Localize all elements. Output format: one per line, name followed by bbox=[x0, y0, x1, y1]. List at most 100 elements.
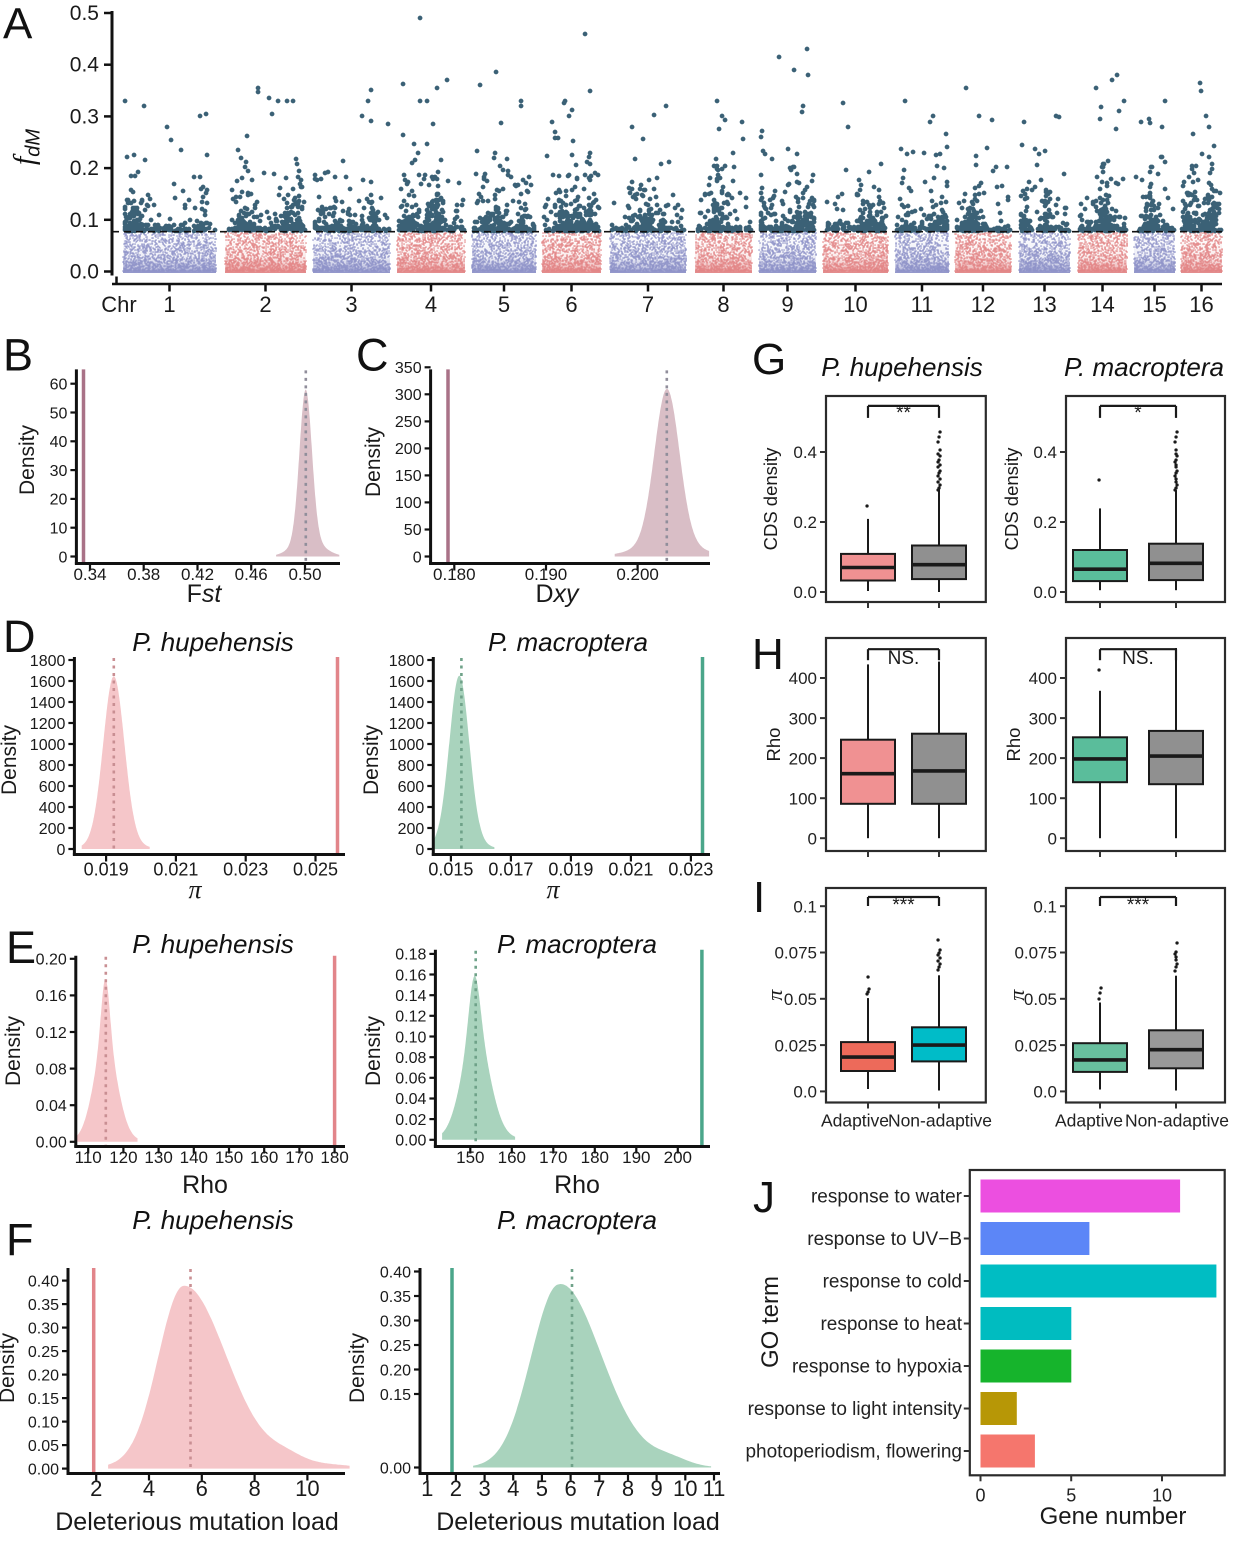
svg-text:Density: Density bbox=[362, 426, 385, 497]
svg-text:B: B bbox=[3, 330, 33, 381]
svg-text:4: 4 bbox=[425, 292, 437, 317]
svg-text:400: 400 bbox=[1029, 669, 1057, 688]
svg-text:5: 5 bbox=[536, 1476, 548, 1501]
svg-text:800: 800 bbox=[398, 758, 425, 775]
svg-text:1: 1 bbox=[421, 1476, 433, 1501]
svg-text:Fst: Fst bbox=[187, 580, 223, 608]
svg-text:2: 2 bbox=[90, 1476, 102, 1501]
svg-text:0.019: 0.019 bbox=[84, 860, 129, 880]
svg-text:4: 4 bbox=[143, 1476, 155, 1501]
svg-text:0.14: 0.14 bbox=[395, 988, 426, 1005]
svg-text:0.08: 0.08 bbox=[395, 1050, 426, 1067]
svg-text:7: 7 bbox=[642, 292, 654, 317]
svg-text:0.021: 0.021 bbox=[608, 860, 653, 880]
svg-text:6: 6 bbox=[565, 292, 577, 317]
svg-text:0.50: 0.50 bbox=[288, 565, 321, 584]
svg-text:response to hypoxia: response to hypoxia bbox=[792, 1357, 962, 1378]
svg-text:600: 600 bbox=[398, 779, 425, 796]
svg-text:0.25: 0.25 bbox=[28, 1344, 59, 1361]
svg-text:P. macroptera: P. macroptera bbox=[488, 627, 648, 657]
svg-text:0.35: 0.35 bbox=[28, 1297, 59, 1314]
svg-text:0.025: 0.025 bbox=[293, 860, 338, 880]
svg-text:250: 250 bbox=[395, 414, 422, 431]
svg-text:0.0: 0.0 bbox=[1033, 1083, 1057, 1102]
svg-text:100: 100 bbox=[789, 789, 817, 808]
svg-text:130: 130 bbox=[144, 1148, 172, 1167]
svg-text:110: 110 bbox=[75, 1148, 102, 1167]
svg-text:C: C bbox=[356, 330, 389, 381]
svg-text:1400: 1400 bbox=[30, 695, 66, 712]
svg-text:P. hupehensis: P. hupehensis bbox=[132, 627, 293, 657]
svg-text:I: I bbox=[753, 873, 765, 922]
svg-text:0.20: 0.20 bbox=[36, 952, 67, 969]
svg-text:40: 40 bbox=[50, 434, 68, 451]
svg-text:0.019: 0.019 bbox=[548, 860, 593, 880]
svg-text:Density: Density bbox=[0, 724, 21, 795]
svg-text:Rho: Rho bbox=[1003, 728, 1024, 762]
svg-text:170: 170 bbox=[539, 1148, 567, 1167]
svg-text:0.5: 0.5 bbox=[70, 2, 99, 25]
svg-text:J: J bbox=[753, 1173, 775, 1222]
svg-text:0.4: 0.4 bbox=[1033, 443, 1057, 462]
svg-text:0.10: 0.10 bbox=[395, 1029, 426, 1046]
svg-text:1200: 1200 bbox=[389, 716, 425, 733]
svg-text:Deleterious mutation load: Deleterious mutation load bbox=[436, 1508, 720, 1536]
svg-text:300: 300 bbox=[395, 387, 422, 404]
svg-text:400: 400 bbox=[789, 669, 817, 688]
svg-text:140: 140 bbox=[180, 1148, 208, 1167]
svg-text:160: 160 bbox=[498, 1148, 526, 1167]
svg-text:Non-adaptive: Non-adaptive bbox=[888, 1111, 992, 1131]
svg-text:0.40: 0.40 bbox=[380, 1264, 411, 1281]
svg-text:1000: 1000 bbox=[30, 737, 66, 754]
svg-text:0.1: 0.1 bbox=[70, 209, 99, 232]
svg-text:60: 60 bbox=[50, 377, 68, 394]
svg-text:0.16: 0.16 bbox=[36, 988, 67, 1005]
svg-text:8: 8 bbox=[717, 292, 729, 317]
svg-text:0.075: 0.075 bbox=[1014, 944, 1057, 963]
svg-text:*: * bbox=[1134, 403, 1142, 424]
svg-text:0.30: 0.30 bbox=[380, 1313, 411, 1330]
svg-text:10: 10 bbox=[50, 521, 68, 538]
svg-text:13: 13 bbox=[1032, 292, 1056, 317]
svg-text:300: 300 bbox=[789, 709, 817, 728]
svg-text:0.0: 0.0 bbox=[70, 261, 99, 284]
svg-text:0.023: 0.023 bbox=[223, 860, 268, 880]
svg-text:9: 9 bbox=[781, 292, 793, 317]
svg-text:Rho: Rho bbox=[763, 728, 784, 762]
svg-text:0.18: 0.18 bbox=[395, 947, 426, 964]
svg-text:0: 0 bbox=[975, 1485, 985, 1505]
svg-text:0.05: 0.05 bbox=[784, 990, 817, 1009]
svg-text:600: 600 bbox=[39, 779, 66, 796]
svg-text:0.0: 0.0 bbox=[1033, 583, 1057, 602]
svg-text:10: 10 bbox=[1152, 1485, 1172, 1505]
svg-text:0.30: 0.30 bbox=[28, 1320, 59, 1337]
svg-text:200: 200 bbox=[398, 821, 425, 838]
svg-text:0.02: 0.02 bbox=[395, 1112, 426, 1129]
svg-text:9: 9 bbox=[650, 1476, 662, 1501]
svg-text:0.0: 0.0 bbox=[793, 583, 817, 602]
svg-text:Density: Density bbox=[362, 1015, 385, 1086]
svg-text:Adaptive: Adaptive bbox=[821, 1111, 889, 1131]
svg-text:Dxy: Dxy bbox=[535, 580, 580, 608]
svg-text:0.15: 0.15 bbox=[28, 1391, 59, 1408]
svg-text:300: 300 bbox=[1029, 709, 1057, 728]
svg-text:200: 200 bbox=[395, 441, 422, 458]
svg-text:100: 100 bbox=[1029, 789, 1057, 808]
svg-text:350: 350 bbox=[395, 360, 422, 377]
svg-text:170: 170 bbox=[285, 1148, 313, 1167]
svg-text:11: 11 bbox=[703, 1476, 726, 1501]
svg-text:Non-adaptive: Non-adaptive bbox=[1125, 1111, 1229, 1131]
svg-text:NS.: NS. bbox=[1122, 648, 1154, 669]
svg-text:photoperiodism, flowering: photoperiodism, flowering bbox=[745, 1442, 962, 1463]
svg-text:0.05: 0.05 bbox=[28, 1438, 59, 1455]
svg-text:Density: Density bbox=[16, 424, 39, 495]
svg-text:0: 0 bbox=[415, 842, 424, 859]
svg-text:P. hupehensis: P. hupehensis bbox=[821, 352, 982, 382]
svg-text:200: 200 bbox=[1029, 749, 1057, 768]
svg-text:0.00: 0.00 bbox=[36, 1135, 67, 1152]
svg-text:0.08: 0.08 bbox=[36, 1061, 67, 1078]
svg-text:0.023: 0.023 bbox=[668, 860, 713, 880]
svg-text:0.2: 0.2 bbox=[793, 513, 817, 532]
svg-text:π: π bbox=[546, 875, 560, 904]
svg-text:400: 400 bbox=[39, 800, 66, 817]
